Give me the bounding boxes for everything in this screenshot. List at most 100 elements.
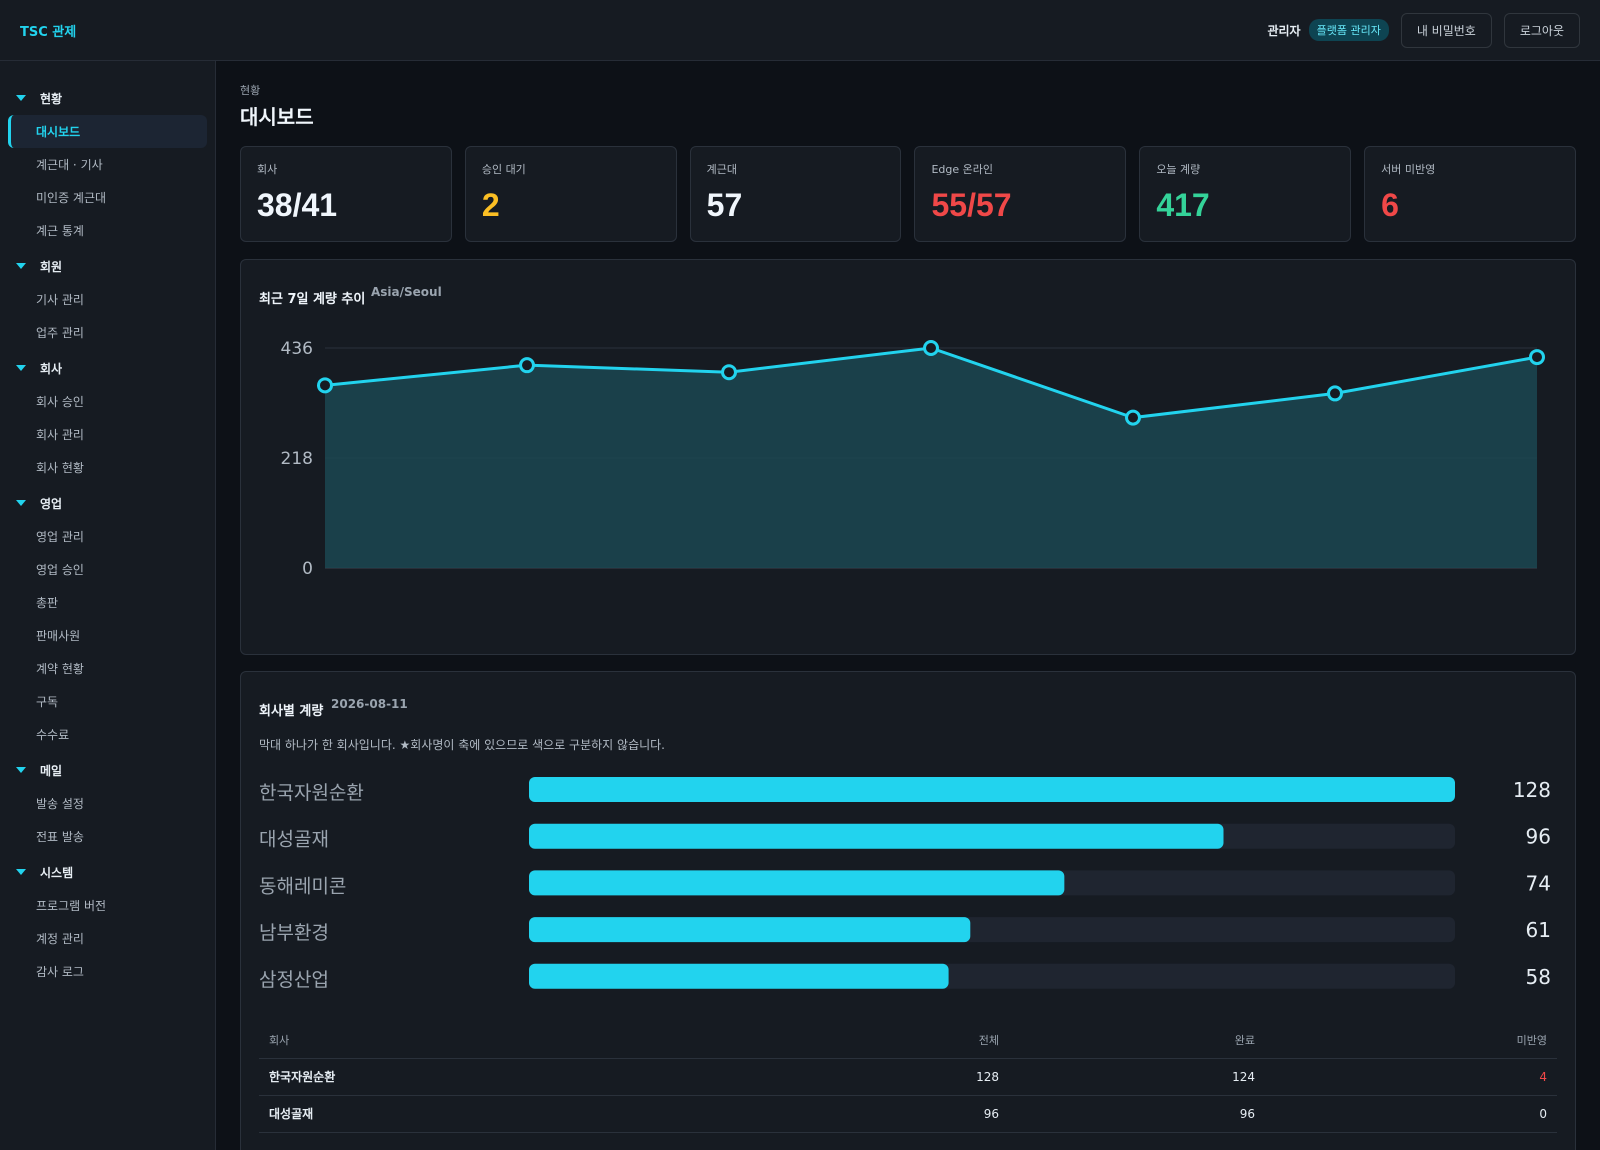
data-point bbox=[317, 377, 333, 394]
data-point bbox=[721, 364, 737, 381]
sidebar-item[interactable]: 감사 로그 bbox=[36, 965, 84, 979]
sidebar-item[interactable]: 업주 관리 bbox=[36, 326, 84, 340]
sidebar-item[interactable]: 기사 관리 bbox=[36, 293, 84, 307]
kpi-value: 57 bbox=[706, 187, 743, 223]
sidebar-item[interactable]: 회사 현황 bbox=[36, 461, 84, 475]
bar bbox=[529, 870, 1065, 896]
kpi-card[interactable]: 서버 미반영 6 bbox=[1364, 146, 1576, 242]
caret-down-icon bbox=[16, 95, 26, 101]
my-password-button[interactable]: 내 비밀번호 bbox=[1400, 12, 1492, 48]
area-fill bbox=[325, 348, 1537, 568]
kpi-value: 55/57 bbox=[931, 187, 1012, 223]
sidebar-item[interactable]: 발송 설정 bbox=[36, 797, 84, 811]
sidebar-item[interactable]: 회사 관리 bbox=[36, 428, 84, 442]
sidebar-item[interactable]: 프로그램 버전 bbox=[36, 899, 107, 913]
top-right-controls: 관리자 플랫폼 관리자 내 비밀번호 로그아웃 bbox=[1267, 12, 1580, 48]
sidebar-group-3[interactable]: 영업 bbox=[0, 490, 215, 516]
company-chart-description: 막대 하나가 한 회사입니다. ★회사명이 축에 있으므로 색으로 구분하지 않… bbox=[259, 738, 665, 752]
sidebar-group-5[interactable]: 시스템 bbox=[0, 859, 215, 885]
company-chart-title: 회사별 계량 bbox=[259, 704, 324, 719]
cell-company: 한국자원순환 bbox=[259, 1058, 959, 1096]
sidebar-item[interactable]: 계약 현황 bbox=[36, 662, 84, 676]
data-point bbox=[1327, 385, 1343, 402]
kpi-value: 38/41 bbox=[257, 187, 338, 223]
bar-value-label: 74 bbox=[1526, 871, 1551, 895]
sidebar-item[interactable]: 계근 통계 bbox=[36, 224, 84, 238]
caret-down-icon bbox=[16, 500, 26, 506]
bar-category-label: 남부환경 bbox=[259, 922, 329, 944]
company-bar-chart: 한국자원순환 128 대성골재 96 동해레미콘 74 남부환경 61 삼정산업 58 bbox=[259, 777, 1551, 991]
sidebar-item[interactable]: 총판 bbox=[36, 596, 59, 610]
bar bbox=[529, 823, 1224, 849]
kpi-card[interactable]: 계근대 57 bbox=[689, 146, 902, 242]
trend-chart: 0 218 436 bbox=[281, 339, 1545, 579]
th-pending[interactable]: 미반영 bbox=[1265, 1022, 1557, 1059]
role-badge: 플랫폼 관리자 bbox=[1308, 19, 1389, 41]
sidebar-group-0[interactable]: 현황 bbox=[0, 85, 215, 111]
data-point bbox=[1125, 409, 1141, 426]
sidebar-group-label: 회원 bbox=[40, 259, 63, 274]
company-weighing-card: 회사별 계량 2026-08-11 막대 하나가 한 회사입니다. ★회사명이 … bbox=[240, 671, 1576, 1150]
sidebar-item[interactable]: 전표 발송 bbox=[36, 830, 84, 844]
bar-category-label: 동해레미콘 bbox=[259, 875, 346, 897]
sidebar-item[interactable]: 영업 승인 bbox=[36, 563, 84, 577]
sidebar-group-label: 시스템 bbox=[40, 865, 74, 880]
sidebar-item[interactable]: 계정 관리 bbox=[36, 932, 84, 946]
trend-chart-timezone: Asia/Seoul bbox=[371, 285, 442, 299]
table-row[interactable]: 한국자원순환 128 124 4 bbox=[259, 1058, 1557, 1096]
trend-chart-title: 최근 7일 계량 추이 bbox=[259, 292, 366, 307]
cell-total: 96 bbox=[959, 1095, 1009, 1133]
y-tick-label: 218 bbox=[281, 449, 313, 469]
table-row[interactable]: 대성골재 96 96 0 bbox=[259, 1095, 1557, 1133]
company-chart-date: 2026-08-11 bbox=[331, 697, 408, 711]
caret-down-icon bbox=[16, 869, 26, 875]
sidebar-item[interactable]: 구독 bbox=[36, 695, 59, 709]
th-done[interactable]: 완료 bbox=[1009, 1022, 1265, 1059]
sidebar-group-1[interactable]: 회원 bbox=[0, 253, 215, 279]
user-role: 관리자 bbox=[1267, 23, 1301, 38]
th-total[interactable]: 전체 bbox=[959, 1022, 1009, 1059]
sidebar-group-4[interactable]: 메일 bbox=[0, 757, 215, 783]
cell-pending: 0 bbox=[1265, 1095, 1557, 1133]
kpi-card[interactable]: 회사 38/41 bbox=[240, 146, 452, 242]
bar-category-label: 한국자원순환 bbox=[259, 782, 364, 804]
th-company[interactable]: 회사 bbox=[259, 1022, 959, 1059]
sidebar-item[interactable]: 영업 관리 bbox=[36, 530, 84, 544]
sidebar-item[interactable]: 미인증 계근대 bbox=[36, 191, 107, 205]
data-point bbox=[923, 340, 939, 356]
sidebar-item[interactable]: 수수료 bbox=[36, 728, 70, 742]
logout-button[interactable]: 로그아웃 bbox=[1503, 12, 1580, 48]
sidebar-item[interactable]: 계근대 · 기사 bbox=[36, 158, 103, 172]
kpi-label: 계근대 bbox=[706, 163, 738, 176]
bar bbox=[529, 917, 971, 943]
sidebar-group-label: 영업 bbox=[40, 496, 63, 511]
kpi-value: 2 bbox=[481, 187, 500, 223]
sidebar-item[interactable]: 회사 승인 bbox=[36, 395, 84, 409]
table-header-row: 회사 전체 완료 미반영 bbox=[259, 1022, 1557, 1059]
kpi-label: Edge 온라인 bbox=[931, 163, 994, 176]
cell-company: 대성골재 bbox=[259, 1095, 959, 1133]
bar-value-label: 96 bbox=[1526, 825, 1551, 849]
cell-total: 128 bbox=[959, 1058, 1009, 1096]
kpi-card[interactable]: 오늘 계량 417 bbox=[1139, 146, 1352, 242]
sidebar-group-label: 회사 bbox=[40, 361, 63, 376]
brand-logo[interactable]: TSC 관제 bbox=[20, 24, 77, 40]
bar bbox=[529, 963, 949, 989]
bar-value-label: 128 bbox=[1513, 778, 1551, 802]
cell-pending: 4 bbox=[1265, 1058, 1557, 1096]
kpi-card[interactable]: 승인 대기 2 bbox=[464, 146, 677, 242]
sidebar-item[interactable]: 판매사원 bbox=[36, 629, 81, 643]
sidebar-group-label: 현황 bbox=[40, 91, 63, 106]
sidebar-item[interactable]: 대시보드 bbox=[8, 115, 207, 148]
kpi-card[interactable]: Edge 온라인 55/57 bbox=[914, 146, 1127, 242]
kpi-label: 승인 대기 bbox=[481, 163, 526, 176]
caret-down-icon bbox=[16, 767, 26, 773]
page-title: 대시보드 bbox=[240, 105, 314, 129]
breadcrumb[interactable]: 현황 bbox=[240, 84, 261, 97]
kpi-label: 서버 미반영 bbox=[1381, 163, 1436, 176]
kpi-value: 417 bbox=[1156, 187, 1210, 223]
bar bbox=[529, 777, 1455, 802]
caret-down-icon bbox=[16, 263, 26, 269]
sidebar-group-2[interactable]: 회사 bbox=[0, 355, 215, 381]
